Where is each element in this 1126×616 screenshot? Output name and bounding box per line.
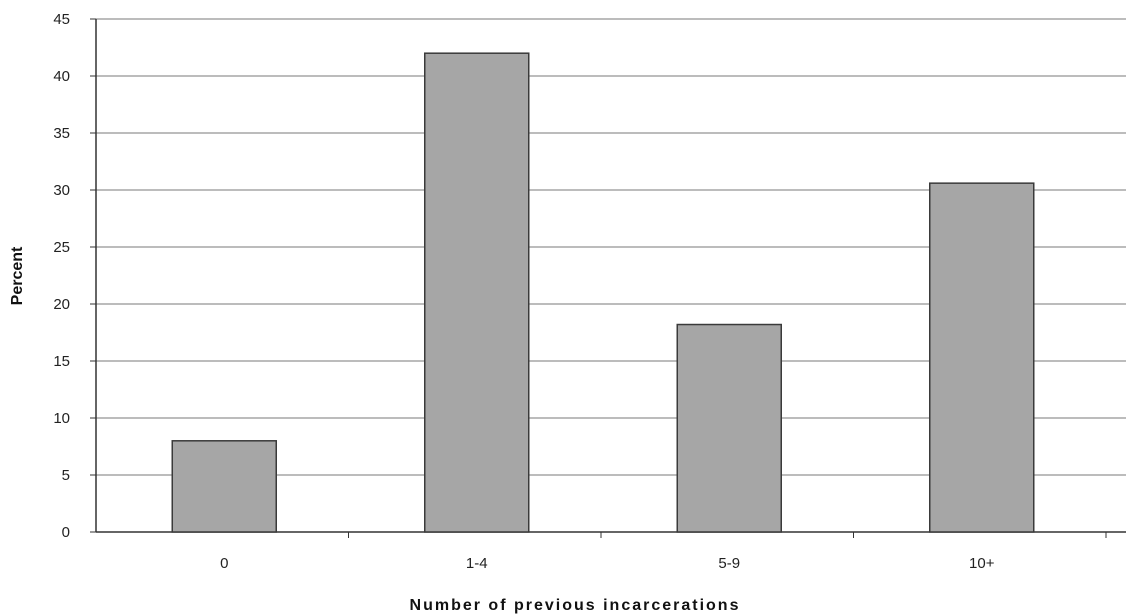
bar-10+ <box>929 182 1035 533</box>
y-tick-label: 20 <box>53 296 70 313</box>
x-tick-label: 10+ <box>969 555 995 572</box>
y-tick-label: 40 <box>53 68 70 85</box>
x-tick-labels: 0 1-4 5-9 10+ <box>220 555 995 572</box>
x-tick-label: 5-9 <box>718 555 740 572</box>
gridlines <box>96 18 1126 476</box>
y-tick-label: 45 <box>53 11 70 28</box>
x-tick-label: 1-4 <box>466 555 488 572</box>
y-tick-labels: 0 5 10 15 20 25 30 35 40 45 <box>53 11 70 541</box>
y-axis-title: Percent <box>9 246 26 305</box>
x-tick-label: 0 <box>220 555 228 572</box>
y-tick-label: 0 <box>62 524 70 541</box>
bar-1-4 <box>424 52 530 533</box>
bar-0 <box>171 440 277 533</box>
y-tick-label: 15 <box>53 353 70 370</box>
x-axis-title: Number of previous incarcerations <box>410 597 741 614</box>
y-tick-label: 30 <box>53 182 70 199</box>
y-tick-label: 35 <box>53 125 70 142</box>
y-tick-label: 5 <box>62 467 70 484</box>
bars <box>171 52 1035 533</box>
y-tick-label: 10 <box>53 410 70 427</box>
y-tick-label: 25 <box>53 239 70 256</box>
bar-5-9 <box>676 323 782 533</box>
